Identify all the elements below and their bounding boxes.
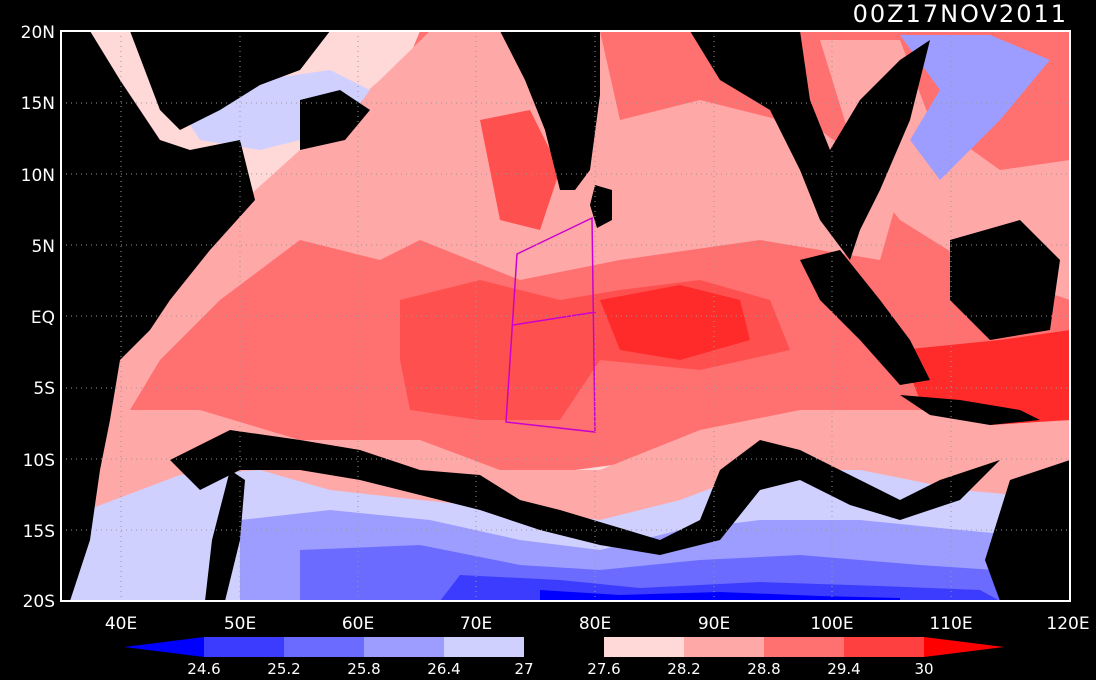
lat-label: 20N <box>21 23 55 43</box>
colorbar-arrow-high <box>924 637 1004 657</box>
longitude-labels: 40E 50E 60E 70E 80E 90E 100E 110E 120E <box>105 614 1090 634</box>
colorbar-arrow-low <box>124 637 204 657</box>
colorbar-label: 28.8 <box>747 660 780 678</box>
colorbar-labels: 24.6 25.2 25.8 26.4 27 27.6 28.2 28.8 29… <box>187 660 933 678</box>
land-south-cold-mask <box>170 430 1000 555</box>
lat-label: 15N <box>21 94 55 114</box>
colorbar-label: 30 <box>914 660 933 678</box>
colorbar-swatch <box>764 637 844 657</box>
land-java <box>900 395 1040 425</box>
land-arabia <box>130 31 330 130</box>
lat-label: 5N <box>31 237 55 257</box>
colorbar-label: 25.8 <box>347 660 380 678</box>
colorbar-label: 25.2 <box>267 660 300 678</box>
sst-scs-cool <box>900 35 1050 180</box>
colorbar-label: 26.4 <box>427 660 460 678</box>
lon-label: 50E <box>224 614 256 634</box>
lat-label: 15S <box>23 522 55 542</box>
lon-label: 40E <box>105 614 137 634</box>
lat-label: 10N <box>21 166 55 186</box>
map-frame <box>60 30 1071 602</box>
lat-label: EQ <box>31 308 55 328</box>
colorbar-swatch <box>364 637 444 657</box>
colorbar-label: 24.6 <box>187 660 220 678</box>
colorbar-swatch <box>684 637 764 657</box>
land-india <box>500 31 600 190</box>
land-burma-indochina <box>690 31 930 260</box>
colorbar-label: 27 <box>514 660 533 678</box>
land-sumatra <box>800 250 930 385</box>
land-maldives-patch <box>300 90 370 150</box>
colorbar-label: 28.2 <box>667 660 700 678</box>
colorbar-swatch <box>604 637 684 657</box>
colorbar-label: 29.4 <box>827 660 860 678</box>
colorbar-swatch <box>284 637 364 657</box>
land-australia-edge <box>985 460 1070 601</box>
colorbar-swatch <box>524 637 604 657</box>
lat-label: 10S <box>23 451 55 471</box>
lon-label: 80E <box>579 614 611 634</box>
lon-label: 90E <box>698 614 730 634</box>
colorbar <box>124 637 1004 657</box>
lon-label: 60E <box>342 614 374 634</box>
sst-band-24-6 <box>540 590 900 601</box>
land-borneo <box>950 220 1060 340</box>
colorbar-swatch <box>444 637 524 657</box>
colorbar-swatch <box>844 637 924 657</box>
sst-core-29-4-bay <box>480 110 560 230</box>
colorbar-label: 27.6 <box>587 660 620 678</box>
land-madagascar <box>205 470 245 601</box>
colorbar-swatch <box>204 637 284 657</box>
lat-label: 20S <box>23 592 55 612</box>
lon-label: 70E <box>460 614 492 634</box>
lon-label: 120E <box>1046 614 1089 634</box>
map-gridlines <box>61 31 1070 601</box>
sst-core-30-eq <box>600 285 750 360</box>
lon-label: 110E <box>929 614 972 634</box>
map-plot-area <box>61 31 1070 601</box>
map-title: 00Z17NOV2011 <box>853 0 1068 28</box>
lon-label: 100E <box>810 614 853 634</box>
lat-label: 5S <box>33 379 55 399</box>
latitude-labels: 20N 15N 10N 5N EQ 5S 10S 15S 20S <box>21 23 55 612</box>
land-srilanka <box>590 185 612 228</box>
